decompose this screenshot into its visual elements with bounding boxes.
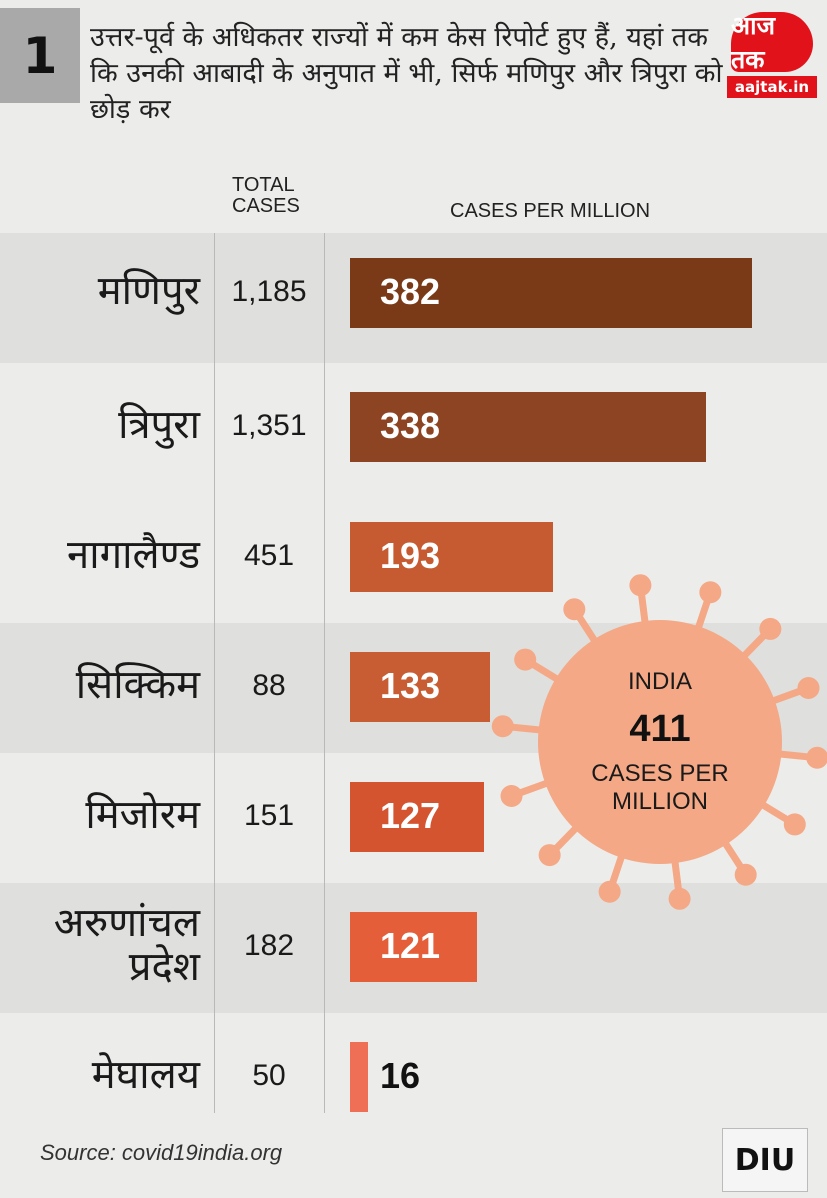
bar-value-label: 133 [380,665,441,706]
column-divider [214,233,215,1113]
diu-logo: DIU [722,1128,808,1192]
column-header-per-million: CASES PER MILLION [450,200,651,222]
total-cases-value: 88 [252,669,286,702]
total-cases-value: 50 [252,1059,286,1092]
bar [350,258,753,328]
aajtak-logo: आज तक aajtak.in [727,11,817,98]
total-cases-value: 182 [243,929,295,962]
india-callout-title: INDIA [627,668,692,695]
bar-value-label: 16 [380,1055,421,1096]
bar [350,1042,368,1112]
india-callout-unit-line1: CASES PER [591,760,729,787]
bar [350,522,554,592]
slide-number-badge: 1 [0,8,80,103]
india-callout-unit-line2: MILLION [611,788,709,815]
bar-value-label: 382 [380,271,441,312]
column-divider [324,233,325,1113]
bar [350,912,478,982]
total-cases-value: 451 [243,539,295,572]
bar-value-label: 127 [380,795,441,836]
total-cases-value: 1,351 [231,409,307,442]
state-name: नागालैण्ड [67,532,200,578]
bar [350,782,484,852]
bar [350,652,491,722]
headline: उत्तर-पूर्व के अधिकतर राज्यों में कम केस… [90,22,723,125]
total-cases-value: 151 [243,799,295,832]
bar [350,392,707,462]
india-callout-value: 411 [629,708,691,750]
bar-value-label: 121 [380,925,441,966]
column-header-total: TOTAL CASES [232,174,300,217]
state-name: सिक्किम [75,662,200,708]
total-cases-value: 1,185 [231,275,307,308]
bar-value-label: 193 [380,535,441,576]
state-name: त्रिपुरा [118,402,200,448]
bar-value-label: 338 [380,405,441,446]
aajtak-logo-mark: आज तक [731,11,813,74]
state-name: मेघालय [91,1052,200,1098]
state-name: अरुणांचल प्रदेश [53,900,200,990]
state-name: मणिपुर [97,268,200,314]
aajtak-logo-url: aajtak.in [727,76,817,98]
state-name: मिजोरम [85,792,200,838]
source-note: Source: covid19india.org [40,1140,283,1165]
